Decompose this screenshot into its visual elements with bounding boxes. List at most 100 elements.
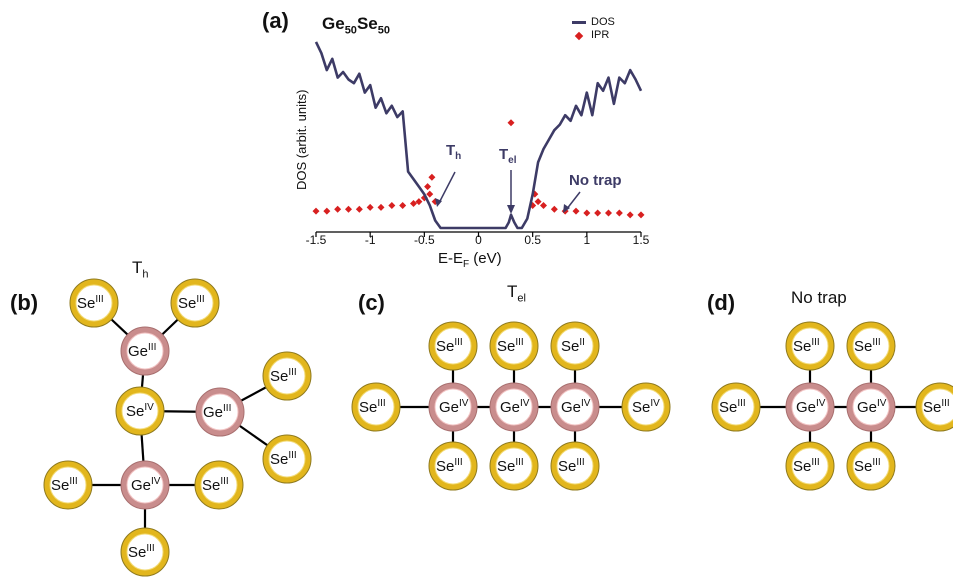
atom-element: Ge xyxy=(561,399,581,416)
annotation-tel-sub: el xyxy=(508,155,517,166)
atom-element: Ge xyxy=(439,399,459,416)
atom-element: Ge xyxy=(796,399,816,416)
atom-element: Se xyxy=(436,338,454,355)
th-arrow xyxy=(438,171,456,204)
x-tick-label: -0.5 xyxy=(413,233,435,247)
ge-atom: GeIV xyxy=(120,460,170,510)
se-atom: SeIII xyxy=(428,441,478,491)
svg-text:SeIII: SeIII xyxy=(436,457,463,475)
svg-text:GeIV: GeIV xyxy=(439,398,469,416)
atom-oxidation: III xyxy=(576,457,584,468)
legend-label-ipr: IPR xyxy=(591,29,610,41)
panel-c-title-sub: el xyxy=(517,292,526,305)
se-atom: SeIII xyxy=(170,278,220,328)
ge-atom: GeIV xyxy=(428,382,478,432)
se-atom: SeIII xyxy=(489,321,539,371)
ipr-point xyxy=(388,201,396,209)
x-tick-label: -1 xyxy=(364,233,376,247)
atom-element: Se xyxy=(561,338,579,355)
atom-oxidation: III xyxy=(377,398,385,409)
atom-oxidation: III xyxy=(454,457,462,468)
panel-a-label: (a) xyxy=(262,8,289,33)
svg-text:GeIV: GeIV xyxy=(796,398,826,416)
ipr-point xyxy=(637,211,645,219)
atom-element: Se xyxy=(270,368,288,385)
ipr-point xyxy=(355,205,363,213)
atom-oxidation: III xyxy=(95,294,103,305)
annotation-tel-main: T xyxy=(499,146,509,163)
ipr-point xyxy=(323,207,331,215)
atom-element: Se xyxy=(793,458,811,475)
svg-text:SeIV: SeIV xyxy=(632,398,660,416)
svg-text:SeIII: SeIII xyxy=(436,337,463,355)
annotation-th-sub: h xyxy=(455,151,462,162)
atom-oxidation: IV xyxy=(459,398,469,409)
se-atom: SeIII xyxy=(262,351,312,401)
atom-oxidation: III xyxy=(515,337,523,348)
title-ge: Ge xyxy=(322,14,345,33)
atom-oxidation: III xyxy=(941,398,949,409)
se-atom: SeIII xyxy=(785,441,835,491)
chart-title: Ge50Se50 xyxy=(322,14,390,36)
x-axis-label-sub: F xyxy=(463,259,470,270)
atom-oxidation: III xyxy=(69,476,77,487)
svg-text:GeIV: GeIV xyxy=(561,398,591,416)
atom-element: Se xyxy=(202,477,220,494)
panel-b-title-main: T xyxy=(132,258,143,277)
se-atom: SeIII xyxy=(550,441,600,491)
atom-element: Se xyxy=(436,458,454,475)
atom-oxidation: III xyxy=(288,450,296,461)
atom-element: Se xyxy=(923,399,941,416)
ipr-point xyxy=(550,205,558,213)
atom-oxidation: III xyxy=(872,337,880,348)
atom-oxidation: IV xyxy=(650,398,660,409)
annotation-th: Th xyxy=(446,142,461,162)
atom-element: Se xyxy=(270,451,288,468)
svg-text:GeIII: GeIII xyxy=(128,342,156,360)
chart-legend: DOS IPR xyxy=(572,16,615,42)
panel-b-title: Th xyxy=(132,258,149,280)
svg-text:SeIII: SeIII xyxy=(497,337,524,355)
svg-text:SeIII: SeIII xyxy=(202,476,229,494)
atom-element: Se xyxy=(558,458,576,475)
panel-d-title: No trap xyxy=(791,288,847,307)
atom-oxidation: IV xyxy=(877,398,887,409)
tel-arrowhead xyxy=(507,205,515,214)
atom-oxidation: II xyxy=(579,337,585,348)
svg-text:SeIII: SeIII xyxy=(51,476,78,494)
se-atom: SeII xyxy=(550,321,600,371)
se-atom: SeIII xyxy=(428,321,478,371)
ge-atom: GeIV xyxy=(785,382,835,432)
panel-c-label: (c) xyxy=(358,290,385,315)
ipr-point xyxy=(626,211,634,219)
atom-oxidation: III xyxy=(223,403,231,414)
atom-oxidation: III xyxy=(872,457,880,468)
atom-oxidation: III xyxy=(146,543,154,554)
se-atom: SeIII xyxy=(262,434,312,484)
svg-text:GeIV: GeIV xyxy=(131,476,161,494)
atom-element: Se xyxy=(359,399,377,416)
atom-element: Se xyxy=(854,338,872,355)
svg-text:GeIV: GeIV xyxy=(500,398,530,416)
se-atom: SeIII xyxy=(489,441,539,491)
svg-text:GeIII: GeIII xyxy=(203,403,231,421)
svg-text:SeIII: SeIII xyxy=(270,367,297,385)
ge-atom: GeIII xyxy=(195,387,245,437)
atom-element: Se xyxy=(632,399,650,416)
ipr-point xyxy=(534,198,542,206)
atom-element: Ge xyxy=(500,399,520,416)
se-atom: SeIII xyxy=(846,441,896,491)
x-tick-label: 1 xyxy=(583,233,591,247)
atom-element: Se xyxy=(854,458,872,475)
ipr-point xyxy=(345,205,352,213)
svg-text:SeIII: SeIII xyxy=(854,457,881,475)
ge-atom: GeIV xyxy=(550,382,600,432)
annotation-tel: Tel xyxy=(499,146,517,166)
atom-element: Se xyxy=(126,403,144,420)
panel-c-title: Tel xyxy=(507,282,526,304)
x-tick-marks xyxy=(315,232,642,237)
atom-oxidation: III xyxy=(811,337,819,348)
atom-element: Ge xyxy=(128,343,148,360)
